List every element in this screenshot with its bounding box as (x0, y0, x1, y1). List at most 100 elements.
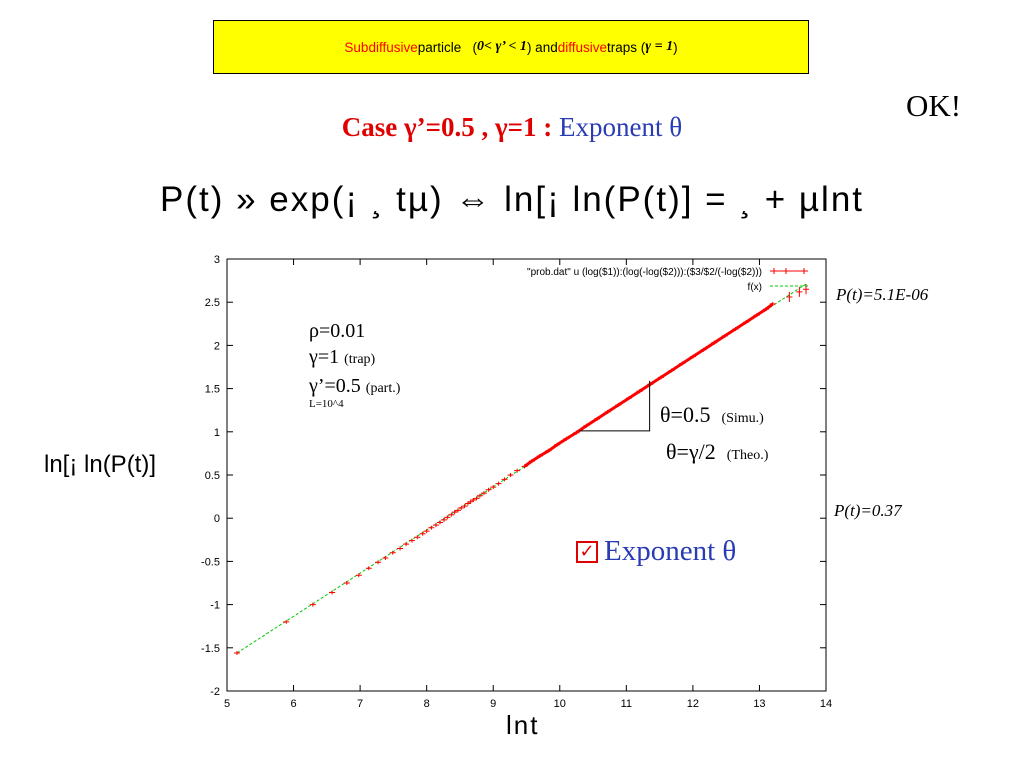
x-tick-label: 9 (490, 698, 496, 710)
data-point (432, 523, 439, 528)
data-point (375, 560, 382, 565)
legend-label-data: "prob.dat" u (log($1)):(log(-log($2))):(… (527, 267, 762, 278)
theta-simulation: θ=0.5 (Simu.) (660, 402, 764, 428)
data-point (470, 498, 477, 503)
data-point (389, 550, 396, 555)
y-tick-label: 1.5 (205, 384, 220, 396)
data-point (397, 546, 404, 551)
exponent-check-label: Exponent θ (604, 535, 737, 567)
parameter-block: ρ=0.01 γ=1 (trap) γ’=0.5 (part.) L=10^4 (309, 318, 400, 410)
data-point (490, 485, 497, 490)
title-word-traps: traps ( (607, 39, 646, 55)
legend-label-fit: f(x) (748, 282, 762, 293)
x-tick-label: 6 (290, 698, 296, 710)
data-point (343, 581, 350, 585)
theta-simulation-note: (Simu.) (721, 411, 764, 426)
data-point (461, 504, 468, 509)
data-point (454, 508, 461, 513)
param-rho: ρ=0.01 (309, 320, 366, 342)
data-point (796, 286, 803, 297)
data-point (423, 529, 430, 534)
data-point (444, 515, 451, 520)
data-point (403, 542, 410, 547)
theta-theory: θ=γ/2 (Theo.) (666, 439, 768, 465)
y-tick-label: 1 (214, 427, 220, 439)
x-tick-label: 11 (621, 698, 632, 710)
data-point (507, 473, 514, 477)
data-point (409, 538, 416, 543)
data-point (382, 555, 389, 560)
data-point (414, 535, 421, 540)
formula: P(t) » exp(¡ ¸ tµ) ⇔ ln[¡ ln(P(t)] = ¸ +… (159, 180, 865, 219)
data-point (283, 619, 290, 624)
data-point (233, 650, 240, 655)
x-tick-label: 5 (224, 698, 230, 710)
data-point (419, 531, 426, 536)
param-gamma: γ=1 (309, 346, 340, 368)
data-point (440, 517, 447, 522)
theta-theory-note: (Theo.) (726, 448, 769, 463)
data-point (473, 496, 480, 501)
exponent-check: ✓ Exponent θ (576, 535, 736, 568)
x-tick-label: 14 (820, 698, 832, 710)
x-tick-label: 7 (357, 698, 363, 710)
probability-mid-label: P(t)=0.37 (834, 501, 902, 520)
data-point (786, 292, 793, 303)
data-point (485, 487, 492, 492)
title-condition-particle: 0< γ’ < 1 (477, 39, 527, 54)
theta-simulation-value: θ=0.5 (660, 402, 711, 427)
checkbox-icon: ✓ (576, 541, 598, 563)
param-gammap-note: (part.) (365, 381, 401, 396)
data-point (451, 510, 458, 515)
y-tick-label: 0.5 (205, 470, 220, 482)
data-point (428, 525, 435, 530)
y-tick-label: 0 (214, 513, 220, 525)
y-tick-label: -0.5 (201, 556, 220, 568)
probability-top-label: P(t)=5.1E-06 (836, 285, 929, 304)
x-tick-label: 10 (554, 698, 566, 710)
title-word-subdiffusive: Subdiffusive (344, 39, 418, 55)
title-and: ) and (526, 39, 558, 55)
y-tick-label: 2 (214, 340, 220, 352)
case-exponent: Exponent θ (559, 112, 683, 142)
data-point (458, 505, 465, 510)
x-axis-label: lnt (506, 710, 540, 740)
param-gamma-note: (trap) (344, 352, 376, 367)
y-tick-label: 3 (214, 254, 220, 266)
x-tick-label: 8 (424, 698, 430, 710)
param-L: L=10^4 (309, 398, 344, 410)
data-point (355, 573, 362, 578)
data-point (476, 493, 483, 498)
data-point (436, 520, 443, 525)
data-point (448, 512, 455, 517)
theta-theory-value: θ=γ/2 (666, 439, 716, 464)
y-tick-label: -2 (210, 686, 220, 698)
x-tick-label: 13 (753, 698, 765, 710)
data-point (365, 566, 372, 571)
data-point (329, 590, 336, 595)
title-paren-close: ) (673, 39, 678, 55)
ok-text: OK! (906, 88, 962, 123)
data-point (501, 477, 508, 482)
data-point (514, 468, 521, 473)
data-point (480, 491, 487, 496)
y-tick-label: -1 (210, 600, 220, 612)
case-heading: Case γ’=0.5 , γ=1 : Exponent θ (0, 112, 1024, 143)
data-dense-band (523, 302, 774, 468)
title-word-particle: particle (417, 39, 462, 55)
y-tick-label: -1.5 (201, 643, 220, 655)
y-axis-label: ln[¡ ln(P(t)] (44, 451, 157, 478)
data-point (309, 602, 316, 607)
title-paren-open: ( (472, 39, 478, 55)
y-tick-label: 2.5 (205, 297, 220, 309)
title-box: Subdiffusive particle ( 0< γ’ < 1 ) and … (213, 20, 809, 74)
data-point (495, 481, 502, 486)
case-label: Case γ’=0.5 , γ=1 : (341, 112, 560, 142)
legend-swatch-data (770, 268, 808, 274)
slope-triangle (579, 380, 651, 432)
param-gammap: γ’=0.5 (309, 375, 361, 397)
title-word-diffusive: diffusive (557, 39, 607, 55)
param-gamma-row: γ=1 (trap) (309, 344, 400, 373)
title-condition-trap: γ = 1 (645, 39, 674, 54)
